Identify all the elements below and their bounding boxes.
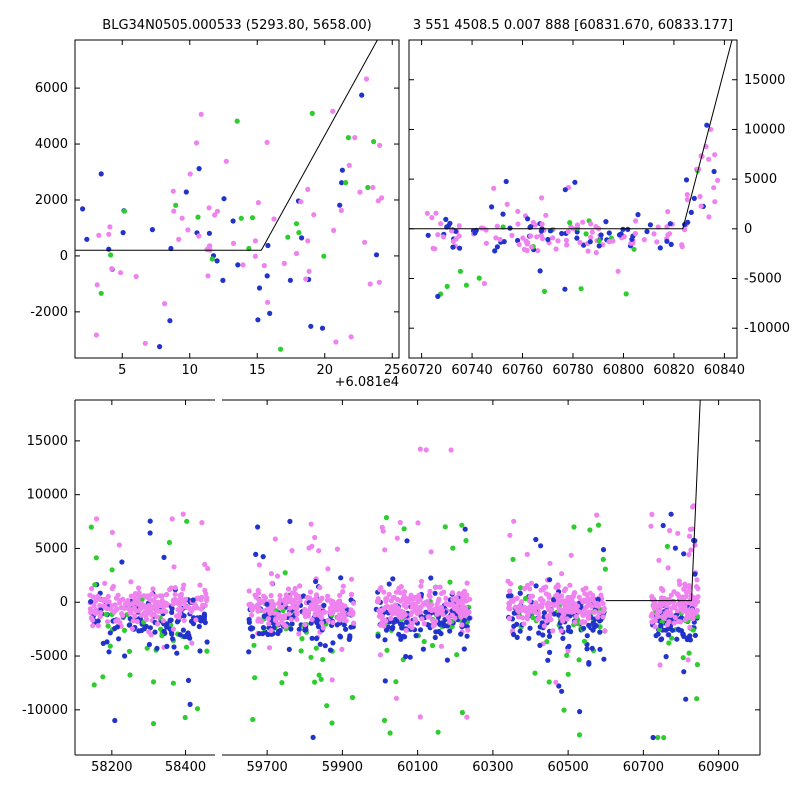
svg-text:60740: 60740: [451, 363, 492, 378]
plot-b-tick-labels: 60720 60740 60760 60780 60800 60820 60840 -1000…: [401, 73, 790, 378]
svg-text:60820: 60820: [653, 363, 694, 378]
svg-text:-10000: -10000: [744, 321, 790, 336]
svg-text:5000: 5000: [35, 541, 68, 556]
x-axis-offset-label: +6.081e4: [334, 375, 399, 390]
svg-text:58400: 58400: [165, 760, 206, 775]
plot-b-ticks: [409, 40, 737, 358]
svg-text:60700: 60700: [623, 760, 664, 775]
svg-text:60500: 60500: [547, 760, 588, 775]
svg-text:10: 10: [181, 363, 198, 378]
plot-c-tick-labels: 58200 58400 59700 59900 60100 60300 60500 60700…: [22, 434, 739, 775]
svg-text:0: 0: [744, 222, 752, 237]
svg-text:15000: 15000: [27, 434, 68, 449]
svg-text:60100: 60100: [397, 760, 438, 775]
svg-text:6000: 6000: [35, 81, 68, 96]
svg-text:60720: 60720: [401, 363, 442, 378]
svg-text:0: 0: [60, 249, 68, 264]
svg-text:60760: 60760: [502, 363, 543, 378]
svg-text:15: 15: [249, 363, 266, 378]
plot-c-scatter-points: [87, 446, 701, 741]
svg-text:25: 25: [384, 363, 401, 378]
svg-text:4000: 4000: [35, 137, 68, 152]
plot-c-ticks: [75, 400, 760, 755]
plot-b-scatter-points: [424, 122, 721, 299]
svg-text:5000: 5000: [744, 172, 777, 187]
svg-text:59700: 59700: [246, 760, 287, 775]
svg-text:10000: 10000: [27, 488, 68, 503]
svg-text:60840: 60840: [704, 363, 745, 378]
svg-text:-10000: -10000: [22, 703, 68, 718]
svg-text:59900: 59900: [322, 760, 363, 775]
plot-c-model-line: [605, 400, 701, 602]
svg-text:-2000: -2000: [30, 305, 68, 320]
svg-text:5: 5: [118, 363, 126, 378]
svg-text:20: 20: [316, 363, 333, 378]
svg-text:0: 0: [60, 595, 68, 610]
svg-text:-5000: -5000: [744, 272, 782, 287]
svg-text:60800: 60800: [603, 363, 644, 378]
svg-text:60900: 60900: [698, 760, 739, 775]
svg-text:10000: 10000: [744, 122, 785, 137]
plot-b-title: 3 551 4508.5 0.007 888 [60831.670, 60833…: [412, 18, 734, 33]
svg-text:60780: 60780: [552, 363, 593, 378]
svg-text:2000: 2000: [35, 193, 68, 208]
plot-a-ticks: [75, 40, 399, 358]
svg-text:-5000: -5000: [30, 649, 68, 664]
plot-b-model-line: [409, 40, 733, 230]
svg-text:60300: 60300: [472, 760, 513, 775]
svg-text:15000: 15000: [744, 73, 785, 88]
plot-a-tick-labels: 5 10 15 20 25 -2000 0 2000 4000 6000: [30, 81, 400, 378]
plot-a-axes-spines: [74, 39, 400, 359]
plot-c-axes-spines: [74, 399, 761, 756]
plot-a-model-line: [75, 40, 378, 251]
plot-a-scatter-points: [80, 76, 385, 352]
plot-a-title: BLG34N0505.000533 (5293.80, 5658.00): [102, 18, 372, 33]
svg-text:58200: 58200: [91, 760, 132, 775]
